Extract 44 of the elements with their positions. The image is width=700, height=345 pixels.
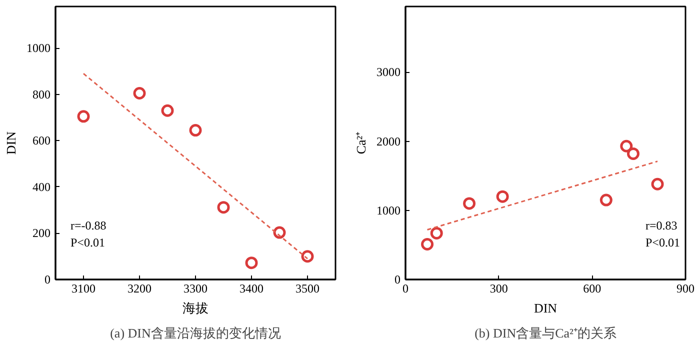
y-tick-label: 400 bbox=[32, 180, 50, 194]
point bbox=[463, 197, 476, 210]
x-tick-label: 3100 bbox=[72, 282, 96, 296]
text: (b) DIN含量与Ca²⁺的关系 bbox=[474, 326, 616, 340]
annotation: P<0.01 bbox=[70, 236, 105, 250]
y-tick-label: 800 bbox=[32, 87, 50, 102]
y-tick-label: 1000 bbox=[26, 41, 50, 56]
x-tick-label: 3300 bbox=[184, 282, 208, 296]
y-tick-label: 200 bbox=[32, 226, 50, 240]
point bbox=[600, 194, 612, 206]
point bbox=[161, 104, 174, 117]
annotation: P<0.01 bbox=[646, 236, 680, 250]
y-axis-title: Ca²⁺ bbox=[354, 132, 368, 154]
point bbox=[626, 147, 640, 160]
x-tick-label: 3200 bbox=[128, 282, 152, 296]
x-axis-title: 海拔 bbox=[182, 300, 208, 316]
x-tick-label: 300 bbox=[490, 282, 508, 296]
text: (a) DIN含量沿海拔的变化情况 bbox=[110, 326, 281, 340]
y-axis-title: DIN bbox=[4, 130, 18, 155]
point bbox=[430, 226, 443, 240]
y-tick-label: 2000 bbox=[376, 134, 400, 148]
point bbox=[496, 190, 509, 203]
point bbox=[421, 238, 434, 250]
point bbox=[245, 256, 258, 270]
point bbox=[301, 250, 314, 263]
annotation: r=0.83 bbox=[646, 218, 678, 232]
point bbox=[133, 87, 146, 100]
y-tick-label: 1000 bbox=[376, 203, 400, 218]
x-tick-label: 3500 bbox=[296, 282, 320, 296]
x-tick-label: 600 bbox=[583, 282, 602, 296]
y-tick-label: 600 bbox=[32, 134, 50, 148]
x-axis-title: DIN bbox=[534, 300, 558, 316]
y-tick-label: 3000 bbox=[376, 65, 400, 80]
point bbox=[77, 110, 90, 123]
point bbox=[189, 124, 202, 137]
point bbox=[651, 178, 664, 190]
y-tick-label: 0 bbox=[44, 272, 50, 286]
point bbox=[273, 226, 286, 239]
point bbox=[620, 140, 633, 152]
x-tick-label: 900 bbox=[676, 282, 694, 296]
annotation: r=-0.88 bbox=[70, 218, 106, 232]
y-tick-label: 0 bbox=[394, 272, 400, 286]
point bbox=[217, 201, 230, 214]
x-tick-label: 3400 bbox=[240, 282, 264, 296]
